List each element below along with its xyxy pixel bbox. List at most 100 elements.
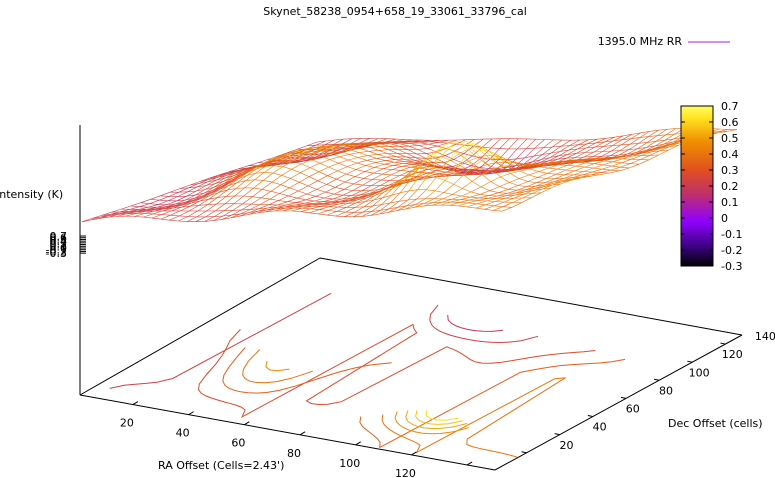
mesh-segment (602, 150, 612, 152)
mesh-segment (377, 138, 388, 143)
mesh-segment (594, 141, 605, 148)
mesh-segment (426, 173, 436, 175)
mesh-segment (476, 200, 487, 205)
mesh-segment (276, 204, 287, 208)
mesh-segment (357, 155, 368, 158)
mesh-segment (440, 148, 450, 157)
mesh-segment (441, 199, 452, 203)
mesh-segment (139, 203, 150, 207)
mesh-segment (593, 151, 603, 153)
mesh-segment (444, 159, 454, 163)
mesh-segment (333, 194, 344, 200)
mesh-segment (410, 142, 420, 144)
mesh-segment (319, 206, 330, 210)
mesh-segment (596, 138, 606, 140)
mesh-segment (584, 163, 595, 168)
mesh-segment (566, 161, 577, 166)
mesh-segment (534, 184, 545, 189)
mesh-segment (498, 148, 509, 160)
mesh-segment (453, 174, 464, 185)
mesh-segment (327, 206, 338, 211)
mesh-segment (327, 149, 338, 152)
mesh-segment (195, 216, 206, 222)
mesh-segment (539, 164, 550, 168)
mesh-segment (220, 181, 231, 189)
mesh-segment (532, 159, 542, 162)
mesh-segment (319, 209, 329, 211)
mesh-segment (301, 207, 311, 210)
mesh-segment (311, 155, 322, 160)
mesh-segment (304, 147, 315, 150)
mesh-segment (324, 197, 334, 200)
mesh-segment (558, 161, 569, 165)
mesh-segment (449, 205, 459, 207)
mesh-segment (320, 155, 331, 159)
mesh-segment (457, 141, 467, 144)
mesh-segment (415, 157, 426, 159)
mesh-segment (445, 170, 456, 173)
mesh-segment (569, 144, 579, 146)
mesh-segment (650, 150, 660, 153)
mesh-segment (416, 189, 427, 200)
mesh-segment (331, 200, 342, 204)
y-axis-line (494, 334, 743, 471)
mesh-segment (359, 193, 370, 198)
mesh-segment (542, 152, 552, 155)
mesh-segment (470, 194, 480, 198)
mesh-segment (308, 171, 320, 177)
mesh-segment (499, 182, 510, 187)
z-axis-label: Intensity (K) (0, 188, 63, 201)
mesh-segment (406, 198, 417, 207)
mesh-segment (525, 166, 536, 169)
mesh-segment (490, 171, 501, 174)
mesh-segment (396, 156, 405, 160)
mesh-segment (248, 162, 259, 166)
mesh-segment (560, 139, 571, 147)
mesh-segment (311, 159, 321, 164)
mesh-segment (345, 181, 354, 185)
mesh-segment (191, 200, 200, 204)
mesh-segment (431, 156, 441, 165)
mesh-segment (368, 138, 379, 143)
mesh-segment (365, 165, 375, 168)
mesh-segment (502, 206, 512, 208)
mesh-segment (228, 178, 239, 187)
mesh-segment (559, 145, 570, 152)
mesh-segment (138, 206, 149, 210)
mesh-segment (567, 148, 578, 155)
mesh-segment (564, 170, 575, 175)
mesh-segment (512, 197, 523, 203)
mesh-segment (419, 142, 429, 145)
mesh-segment (371, 204, 382, 212)
mesh-segment (209, 189, 220, 196)
mesh-segment (583, 167, 594, 172)
mesh-segment (341, 195, 352, 200)
mesh-segment (435, 190, 444, 193)
mesh-segment (272, 162, 283, 164)
mesh-segment (365, 144, 376, 146)
mesh-segment (526, 182, 537, 187)
mesh-segment (168, 191, 180, 197)
mesh-segment (524, 155, 534, 158)
mesh-segment (202, 189, 213, 196)
mesh-segment (234, 187, 245, 197)
mesh-segment (355, 206, 365, 208)
mesh-segment (300, 211, 310, 214)
mesh-segment (263, 180, 273, 183)
y-tick-mark (587, 415, 593, 418)
mesh-segment (527, 177, 538, 182)
mesh-segment (612, 139, 623, 146)
mesh-segment (501, 165, 512, 167)
mesh-segment (265, 208, 276, 213)
mesh-segment (540, 157, 551, 163)
mesh-segment (286, 202, 297, 206)
mesh-segment (514, 191, 525, 196)
mesh-segment (541, 187, 552, 193)
mesh-segment (622, 134, 633, 140)
mesh-segment (177, 191, 188, 197)
mesh-segment (285, 150, 296, 155)
mesh-segment (167, 196, 178, 202)
mesh-segment (322, 201, 333, 204)
mesh-segment (536, 178, 547, 183)
mesh-segment (274, 208, 285, 212)
